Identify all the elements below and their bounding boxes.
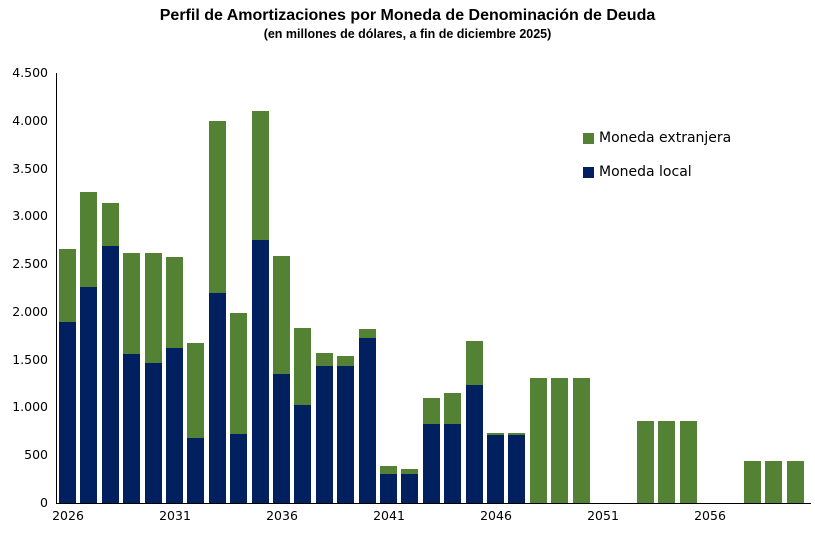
bar-2058-extranjera bbox=[743, 461, 761, 503]
bar-2043-local bbox=[422, 423, 440, 503]
y-tick-label: 3.500 bbox=[12, 160, 48, 176]
y-tick-label: 1.000 bbox=[12, 399, 48, 415]
x-tick-label: 2051 bbox=[587, 508, 619, 523]
bar-2034-local bbox=[230, 434, 248, 503]
bar-2026-local bbox=[59, 322, 76, 503]
legend-item-moneda-extranjera: Moneda extranjera bbox=[583, 130, 731, 146]
y-tick-label: 1.500 bbox=[12, 351, 48, 367]
bar-2037-local bbox=[294, 404, 312, 503]
bar-2029-local bbox=[123, 353, 141, 503]
bar-2038-extranjera bbox=[315, 352, 333, 367]
legend-item-moneda-local: Moneda local bbox=[583, 164, 731, 180]
bar-2028-local bbox=[101, 245, 119, 503]
bar-2040-local bbox=[358, 337, 376, 503]
bar-2047-extranjera bbox=[508, 433, 526, 436]
bar-2037-extranjera bbox=[294, 328, 312, 405]
bar-2033-local bbox=[208, 292, 226, 503]
bar-2032-local bbox=[187, 438, 205, 503]
bar-2042-extranjera bbox=[401, 468, 419, 475]
bar-2044-local bbox=[444, 423, 462, 503]
bar-2030-local bbox=[144, 362, 162, 503]
bar-2054-extranjera bbox=[658, 420, 676, 503]
legend: Moneda extranjera Moneda local bbox=[583, 130, 731, 180]
plot-area bbox=[56, 73, 811, 504]
bar-2053-extranjera bbox=[636, 420, 654, 503]
bar-2031-extranjera bbox=[166, 257, 183, 349]
bar-2031-local bbox=[166, 348, 183, 503]
bar-2041-extranjera bbox=[380, 465, 397, 475]
y-tick-label: 4.000 bbox=[12, 112, 48, 128]
bar-2044-extranjera bbox=[444, 393, 462, 424]
legend-label-extranjera: Moneda extranjera bbox=[599, 130, 732, 146]
bar-2050-extranjera bbox=[572, 377, 590, 503]
y-tick-label: 2.500 bbox=[12, 256, 48, 272]
y-tick-label: 0 bbox=[40, 495, 48, 510]
bar-2027-local bbox=[80, 287, 98, 503]
bar-2026-extranjera bbox=[59, 248, 76, 323]
bar-2046-local bbox=[487, 435, 504, 503]
x-tick-label: 2031 bbox=[159, 508, 191, 523]
x-tick-label: 2036 bbox=[266, 508, 298, 523]
x-tick-label: 2026 bbox=[52, 508, 84, 523]
bar-2045-extranjera bbox=[465, 340, 483, 385]
bar-2027-extranjera bbox=[80, 192, 98, 288]
y-tick-label: 500 bbox=[24, 447, 48, 463]
bar-2035-extranjera bbox=[251, 111, 269, 241]
bar-2041-local bbox=[380, 474, 397, 503]
bar-2042-local bbox=[401, 474, 419, 503]
y-tick-label: 2.000 bbox=[12, 303, 48, 319]
bar-2030-extranjera bbox=[144, 252, 162, 363]
x-tick-label: 2041 bbox=[373, 508, 405, 523]
bar-2028-extranjera bbox=[101, 202, 119, 246]
bar-2034-extranjera bbox=[230, 312, 248, 435]
bar-2036-local bbox=[273, 374, 290, 503]
bar-2039-extranjera bbox=[337, 355, 355, 367]
bar-2055-extranjera bbox=[679, 420, 697, 503]
legend-swatch-extranjera-icon bbox=[583, 132, 594, 144]
bar-2048-extranjera bbox=[529, 377, 547, 503]
bar-2033-extranjera bbox=[208, 120, 226, 293]
legend-label-local: Moneda local bbox=[599, 164, 692, 180]
bar-2029-extranjera bbox=[123, 252, 141, 354]
y-tick-label: 4.500 bbox=[12, 65, 48, 80]
bar-2040-extranjera bbox=[358, 329, 376, 338]
bar-2059-extranjera bbox=[765, 461, 783, 503]
bar-2045-local bbox=[465, 384, 483, 503]
bar-2047-local bbox=[508, 435, 526, 503]
bar-2038-local bbox=[315, 366, 333, 503]
bar-2035-local bbox=[251, 240, 269, 503]
chart-title: Perfil de Amortizaciones por Moneda de D… bbox=[159, 7, 656, 24]
bar-2049-extranjera bbox=[551, 377, 569, 503]
x-tick-label: 2046 bbox=[480, 508, 512, 523]
bar-2036-extranjera bbox=[273, 256, 290, 374]
bar-2043-extranjera bbox=[422, 397, 440, 424]
bar-2039-local bbox=[337, 366, 355, 503]
x-tick-label: 2056 bbox=[694, 508, 726, 523]
legend-swatch-local-icon bbox=[583, 166, 594, 178]
bar-2060-extranjera bbox=[786, 461, 804, 503]
bar-2046-extranjera bbox=[487, 433, 504, 436]
chart-subtitle: (en millones de dólares, a fin de diciem… bbox=[263, 27, 552, 41]
bar-2032-extranjera bbox=[187, 343, 205, 439]
y-tick-label: 3.000 bbox=[12, 208, 48, 224]
